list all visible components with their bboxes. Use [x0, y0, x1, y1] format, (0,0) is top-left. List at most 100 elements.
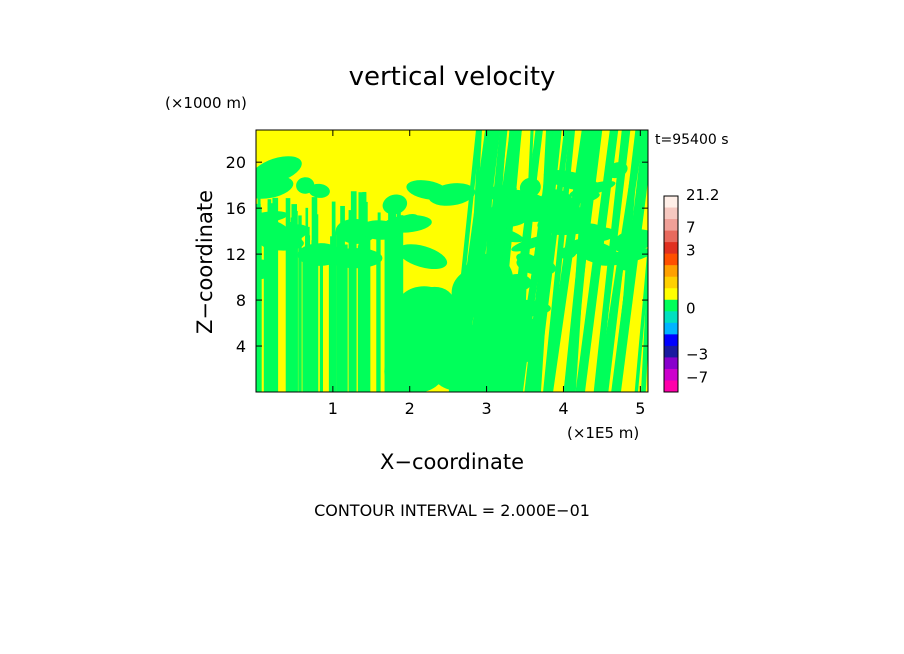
colorbar-band [664, 207, 678, 220]
downdraft-blob [384, 349, 445, 392]
x-axis-label: X−coordinate [380, 450, 524, 474]
colorbar: 21.2 7 3 0 −3 −7 [663, 186, 719, 393]
downdraft-streak [285, 198, 291, 392]
plot-area [255, 129, 649, 393]
colorbar-band [664, 357, 678, 370]
downdraft-blob [559, 246, 577, 260]
downdraft-blob [582, 242, 608, 261]
downdraft-blob [516, 255, 556, 276]
downdraft-streak [640, 258, 648, 392]
colorbar-band [664, 265, 678, 278]
downdraft-streak [332, 231, 337, 392]
colorbar-band [664, 311, 678, 324]
colorbar-band [664, 288, 678, 301]
downdraft-streak [634, 243, 648, 392]
downdraft-streak [391, 206, 397, 392]
colorbar-label: −7 [686, 368, 708, 386]
downdraft-streak [263, 232, 269, 392]
downdraft-blob [504, 189, 550, 208]
colorbar-band [664, 380, 678, 393]
downdraft-blob [256, 259, 274, 280]
downdraft-blob [417, 301, 472, 343]
x-tick-label: 1 [328, 399, 338, 418]
colorbar-label: 7 [686, 219, 696, 237]
x-axis-ticks: 1 2 3 4 5 [328, 130, 645, 418]
y-unit-label: (×1000 m) [165, 94, 247, 112]
downdraft-blob [446, 335, 469, 362]
downdraft-streak [328, 244, 331, 392]
downdraft-blob [474, 223, 524, 243]
downdraft-blob [569, 180, 616, 198]
downdraft-blob [382, 194, 408, 215]
downdraft-blob [612, 229, 648, 254]
downdraft-streak [330, 236, 335, 392]
downdraft-blob [451, 266, 513, 319]
downdraft-streak [350, 245, 356, 392]
downdraft-streak [302, 249, 309, 392]
y-tick-label: 20 [226, 153, 246, 172]
downdraft-blob [511, 235, 552, 252]
y-tick-label: 8 [236, 291, 246, 310]
colorbar-label: 3 [686, 242, 696, 260]
downdraft-blob [504, 312, 537, 348]
downdraft-streak [396, 201, 401, 392]
downdraft-streak [272, 197, 279, 392]
x-tick-label: 2 [405, 399, 415, 418]
colorbar-band [664, 345, 678, 358]
downdraft-streak [358, 192, 365, 392]
downdraft-streak [315, 214, 319, 392]
downdraft-blob [398, 244, 448, 270]
downdraft-streak [319, 246, 324, 392]
plot-frame [255, 129, 649, 393]
contour-interval-footer: CONTOUR INTERVAL = 2.000E−01 [314, 501, 590, 520]
colorbar-band [664, 196, 678, 209]
downdraft-streak [364, 201, 368, 392]
velocity-field [256, 130, 648, 392]
downdraft-streak [344, 245, 347, 392]
downdraft-streak [298, 215, 302, 392]
colorbar-band [664, 322, 678, 335]
downdraft-blob [297, 243, 343, 266]
colorbar-band [664, 299, 678, 312]
downdraft-streak [256, 203, 261, 392]
downdraft-blob [477, 349, 532, 366]
downdraft-streak [340, 205, 345, 392]
downdraft-streak [267, 203, 274, 392]
x-tick-label: 5 [635, 399, 645, 418]
downdraft-blob [398, 337, 452, 357]
downdraft-blob [406, 180, 449, 200]
colorbar-label: −3 [686, 345, 708, 363]
downdraft-streak [376, 220, 379, 392]
downdraft-blob [570, 191, 600, 204]
colorbar-band [664, 219, 678, 232]
downdraft-blob [296, 177, 315, 194]
colorbar-band [664, 334, 678, 347]
downdraft-streak [377, 212, 381, 392]
y-axis-ticks: 4 8 12 16 20 [226, 153, 648, 356]
downdraft-streak [311, 197, 318, 392]
chart-title: vertical velocity [349, 62, 556, 92]
x-tick-label: 4 [558, 399, 568, 418]
colorbar-frame [663, 195, 679, 393]
y-tick-label: 4 [236, 337, 246, 356]
y-tick-label: 16 [226, 199, 246, 218]
downdraft-blob [256, 175, 294, 199]
downdraft-streak [292, 242, 298, 392]
downdraft-streak [289, 223, 293, 392]
colorbar-band [664, 253, 678, 266]
downdraft-blob [359, 220, 401, 240]
y-tick-label: 12 [226, 245, 246, 264]
downdraft-blob [540, 189, 574, 215]
downdraft-blob [275, 224, 309, 243]
downdraft-blob [606, 162, 628, 179]
colorbar-band [664, 368, 678, 381]
colorbar-band [664, 230, 678, 243]
downdraft-blob [582, 227, 616, 242]
colorbar-label: 0 [686, 299, 696, 317]
downdraft-streak [366, 231, 371, 392]
x-unit-label: (×1E5 m) [567, 424, 639, 442]
downdraft-blob [431, 352, 496, 392]
x-tick-label: 3 [481, 399, 491, 418]
y-axis-label: Z−coordinate [193, 190, 217, 334]
